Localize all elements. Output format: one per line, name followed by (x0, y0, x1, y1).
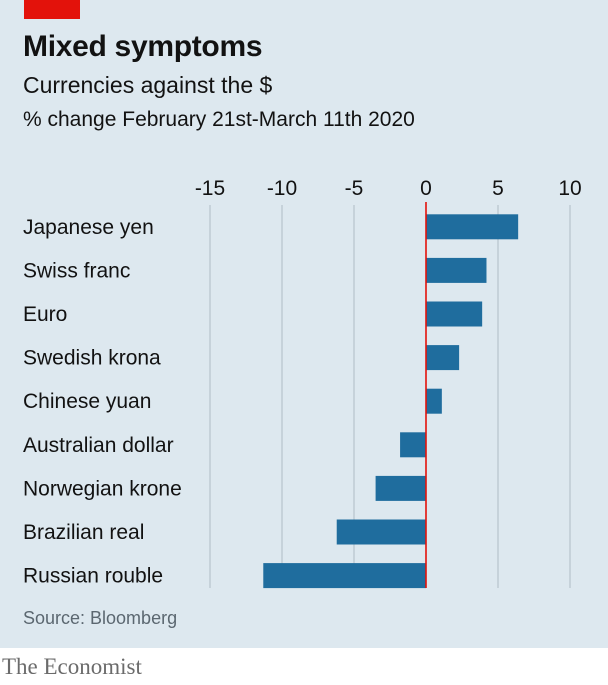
x-axis-ticks: -15 -10 -5 0 5 10 (195, 177, 582, 200)
bars (263, 214, 519, 589)
category-label: Chinese yuan (23, 390, 151, 413)
category-label: Australian dollar (23, 434, 174, 457)
bar (426, 388, 442, 414)
gridlines (209, 205, 571, 588)
x-tick-label: -10 (267, 177, 297, 200)
bar-chart: -15 -10 -5 0 5 10 Japanese yen Swiss franc Euro… (23, 177, 582, 589)
economist-logo-text: The Economist (2, 654, 142, 679)
category-label: Brazilian real (23, 521, 144, 544)
bar (375, 475, 426, 501)
x-tick-label: -5 (345, 177, 364, 200)
category-label: Swiss franc (23, 259, 130, 282)
bar (336, 519, 426, 545)
category-label: Japanese yen (23, 216, 154, 239)
bar (426, 214, 519, 240)
bar (426, 345, 460, 371)
category-label: Russian rouble (23, 565, 163, 588)
bar (426, 301, 483, 327)
chart-unit-note: % change February 21st-March 11th 2020 (23, 108, 415, 131)
category-label: Euro (23, 303, 67, 326)
chart-panel: Mixed symptoms Currencies against the $ … (0, 0, 608, 648)
bar (400, 432, 426, 458)
x-tick-label: 0 (420, 177, 432, 200)
category-label: Swedish krona (23, 347, 161, 370)
chart-subtitle: Currencies against the $ (23, 72, 273, 98)
category-labels: Japanese yen Swiss franc Euro Swedish krona… (23, 216, 182, 588)
source-note: Source: Bloomberg (23, 608, 178, 628)
x-tick-label: 10 (558, 177, 581, 200)
bar (263, 563, 426, 589)
brand-red-tag (24, 0, 80, 19)
bar (426, 257, 487, 283)
chart-title: Mixed symptoms (23, 30, 263, 63)
x-tick-label: -15 (195, 177, 225, 200)
x-tick-label: 5 (492, 177, 504, 200)
category-label: Norwegian krone (23, 477, 182, 500)
